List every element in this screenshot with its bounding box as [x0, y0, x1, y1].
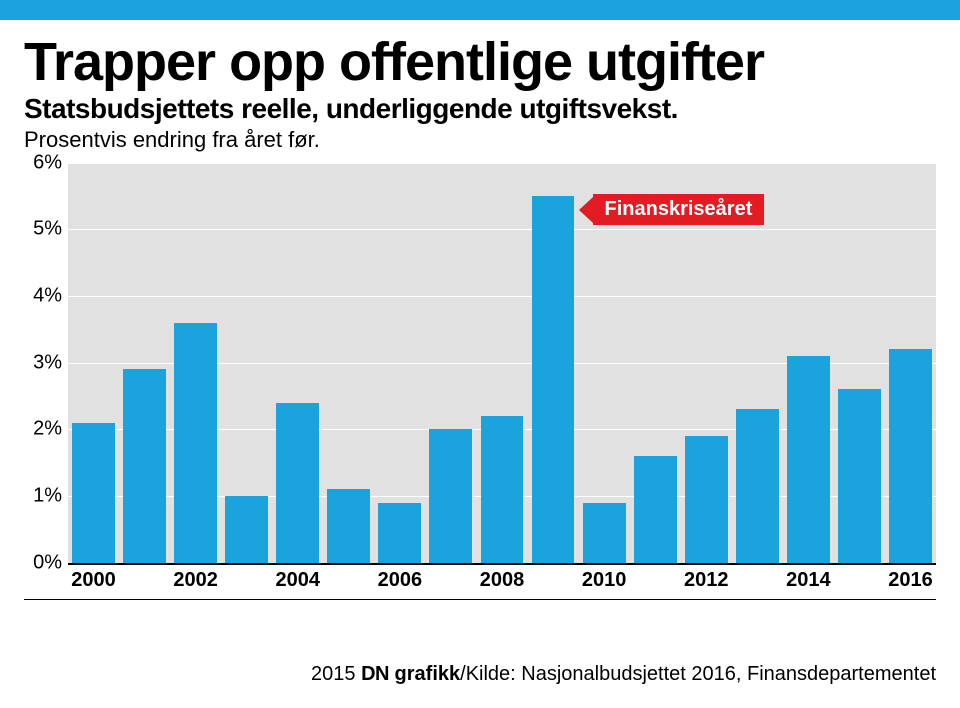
- bar: [532, 196, 575, 563]
- bar: [481, 416, 524, 563]
- x-axis-label: 2012: [681, 569, 732, 592]
- baseline: [68, 563, 936, 565]
- chart-title: Trapper opp offentlige utgifter: [24, 34, 936, 91]
- figure-frame: Trapper opp offentlige utgifter Statsbud…: [0, 0, 960, 708]
- bar: [685, 436, 728, 563]
- callout-arrow-icon: [579, 197, 593, 223]
- top-accent-bar: [0, 0, 960, 20]
- bar: [72, 423, 115, 563]
- plot-area: [68, 163, 936, 563]
- y-axis-label: 2%: [24, 418, 62, 441]
- x-axis-label: 2000: [68, 569, 119, 592]
- source-year: 2015: [311, 663, 361, 685]
- bar: [378, 503, 421, 563]
- chart-description: Prosentvis endring fra året før.: [24, 127, 936, 153]
- bottom-rule: [24, 599, 936, 600]
- source-rest: /Kilde: Nasjonalbudsjettet 2016, Finansd…: [460, 663, 936, 685]
- bar: [838, 389, 881, 562]
- bar: [123, 369, 166, 562]
- x-axis-label: 2002: [170, 569, 221, 592]
- bar: [634, 456, 677, 563]
- bar: [787, 356, 830, 563]
- x-axis-label: 2006: [374, 569, 425, 592]
- x-axis-label: 2010: [579, 569, 630, 592]
- chart-subtitle: Statsbudsjettets reelle, underliggende u…: [24, 93, 936, 125]
- y-axis-label: 6%: [24, 151, 62, 174]
- y-axis-label: 5%: [24, 218, 62, 241]
- x-axis-label: 2014: [783, 569, 834, 592]
- source-brand2: grafikk: [395, 663, 461, 685]
- x-axis-label: 2008: [476, 569, 527, 592]
- bar: [429, 429, 472, 562]
- bar: [327, 489, 370, 562]
- x-axis-label: 2016: [885, 569, 936, 592]
- source-brand: DN: [361, 663, 389, 685]
- bar: [889, 349, 932, 562]
- callout-label: Finanskriseåret: [593, 194, 765, 225]
- bar: [225, 496, 268, 563]
- y-axis-label: 0%: [24, 551, 62, 574]
- x-axis-label: 2004: [272, 569, 323, 592]
- y-axis-label: 4%: [24, 285, 62, 308]
- bar: [736, 409, 779, 562]
- source-line: 2015 DN grafikk/Kilde: Nasjonalbudsjette…: [311, 663, 936, 686]
- y-axis-label: 1%: [24, 485, 62, 508]
- bar: [276, 403, 319, 563]
- content-area: Trapper opp offentlige utgifter Statsbud…: [0, 20, 960, 607]
- bar: [174, 323, 217, 563]
- bars-layer: [68, 163, 936, 563]
- y-axis-label: 3%: [24, 351, 62, 374]
- bar: [583, 503, 626, 563]
- chart-wrap: 0%1%2%3%4%5%6%20002002200420062008201020…: [24, 163, 936, 607]
